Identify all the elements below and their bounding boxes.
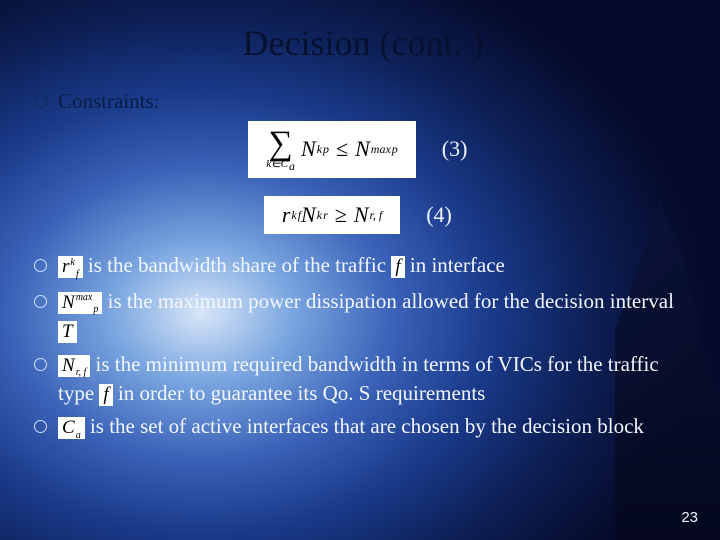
bullet-list-top: Constraints: [34, 88, 692, 115]
definition-4: Ca is the set of active interfaces that … [34, 413, 692, 443]
eq4-op: ≥ [328, 202, 354, 228]
def1-sup: k [69, 257, 74, 268]
def2-text: is the maximum power dissipation allowed… [102, 289, 674, 313]
page-title: Decision (cont. ) [34, 22, 692, 64]
eq3-rhs-base: N [355, 136, 370, 162]
def1-sub: f [75, 269, 79, 280]
def1-mid-symbol: f [391, 256, 404, 278]
definition-2: Nmaxp is the maximum power dissipation a… [34, 288, 692, 345]
def1-pre: is the bandwidth share of the traffic [83, 253, 392, 277]
def2-sub: p [92, 304, 98, 315]
bullet-list-definitions: rkf is the bandwidth share of the traffi… [34, 252, 692, 443]
eq3-rhs-sup: max [370, 142, 391, 157]
equation-3-number: (3) [442, 136, 478, 162]
definition-3: Nr, f is the minimum required bandwidth … [34, 351, 692, 408]
equation-4-number: (4) [426, 202, 462, 228]
eq3-rhs-sub: p [391, 142, 398, 157]
eq4-b: Nkr [301, 202, 328, 228]
def4-sub: a [75, 430, 81, 441]
def4-symbol: Ca [58, 417, 85, 439]
eq3-rhs: Nmaxp [355, 136, 398, 162]
def3-symbol: Nr, f [58, 355, 90, 377]
eq4-c-sub: r, f [369, 208, 383, 223]
eq3-lhs-sub: p [322, 142, 329, 157]
def2-tail-symbol: T [58, 321, 77, 343]
eq3-op: ≤ [329, 136, 355, 162]
page-number: 23 [681, 509, 698, 526]
eq4-a-base: r [282, 202, 291, 228]
sigma-sub-a: a [288, 159, 295, 173]
eq4-b-base: N [301, 202, 316, 228]
equation-4-row: rkf Nkr ≥ Nr, f (4) [34, 196, 692, 234]
def4-text: is the set of active interfaces that are… [85, 414, 644, 438]
eq4-c-base: N [354, 202, 369, 228]
equation-3-row: ∑ k∈Ca Nkp ≤ Nmaxp (3) [34, 121, 692, 178]
def2-symbol: Nmaxp [58, 292, 102, 314]
constraints-label: Constraints: [58, 89, 160, 113]
def1-symbol: rkf [58, 256, 83, 278]
def3-mid-symbol: f [99, 384, 112, 406]
def1-post: in interface [405, 253, 505, 277]
eq3-lhs: Nkp [301, 136, 329, 162]
slide: Decision (cont. ) Constraints: ∑ k∈Ca Nk… [0, 0, 720, 540]
def4-base: C [62, 417, 75, 438]
eq4-a: rkf [282, 202, 301, 228]
constraints-bullet: Constraints: [34, 88, 692, 115]
sigma-sub-main: k∈C [266, 158, 288, 170]
def3-post: in order to guarantee its Qo. S requirem… [113, 381, 486, 405]
def2-base: N [62, 292, 75, 313]
eq3-lhs-base: N [301, 136, 316, 162]
def3-base: N [62, 355, 75, 376]
sigma-symbol: ∑ k∈Ca [266, 127, 295, 172]
equation-4: rkf Nkr ≥ Nr, f [264, 196, 400, 234]
def3-sub: r, f [75, 367, 87, 378]
definition-1: rkf is the bandwidth share of the traffi… [34, 252, 692, 282]
eq4-c: Nr, f [354, 202, 382, 228]
def2-sup: max [75, 292, 93, 303]
equation-3: ∑ k∈Ca Nkp ≤ Nmaxp [248, 121, 416, 178]
